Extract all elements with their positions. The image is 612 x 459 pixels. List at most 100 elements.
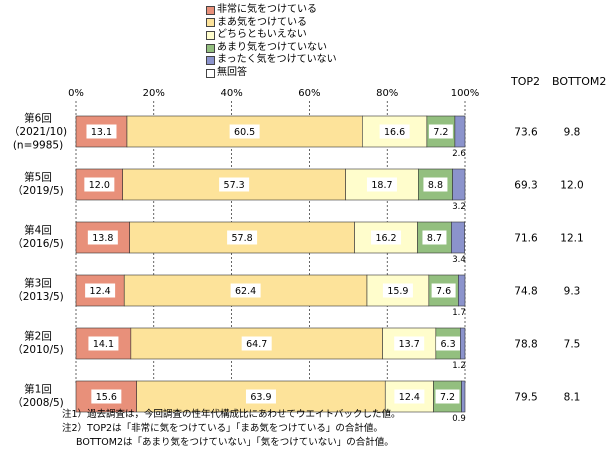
note-1: 注1）過去調査は，今回調査の性年代構成比にあわせてウエイトバックした値。 [62, 409, 401, 420]
legend-label: 無回答 [217, 66, 247, 78]
category-label: 第3回 [24, 277, 52, 290]
data-label-small: 0.9 [452, 414, 466, 424]
data-label: 7.2 [440, 392, 455, 403]
bottom2-value: 12.1 [560, 233, 583, 245]
category-label: 第2回 [24, 330, 52, 343]
legend-label: 非常に気をつけている [217, 4, 317, 15]
data-label: 12.0 [89, 180, 110, 191]
data-label-box [382, 283, 413, 298]
data-label: 15.9 [387, 286, 408, 297]
bottom2-value: 12.0 [560, 180, 583, 192]
legend: 非常に気をつけている まあ気をつけている どちらともいえない あまり気をつけてい… [206, 4, 337, 80]
category-label: 第1回 [24, 383, 52, 396]
category-label: （2019/5) [12, 185, 64, 197]
legend-label: どちらともいえない [217, 29, 307, 41]
bar-segment [454, 115, 466, 148]
data-label-box [227, 230, 258, 245]
legend-swatch-2 [206, 30, 215, 40]
category-label: （2013/5) [12, 291, 64, 303]
data-label: 18.7 [371, 180, 392, 191]
data-label: 57.3 [224, 180, 245, 191]
data-label: 64.7 [246, 339, 267, 350]
data-label-box [230, 283, 261, 298]
legend-swatch-1 [206, 18, 215, 28]
category-label: （2016/5) [12, 238, 64, 250]
legend-swatch-4 [206, 56, 215, 66]
data-label: 57.8 [232, 233, 253, 244]
data-label: 6.3 [441, 339, 456, 350]
category-label: （2010/5) [12, 344, 64, 356]
data-label-box [366, 177, 397, 192]
bar-segment [460, 327, 466, 360]
bottom2-value: 7.5 [564, 339, 581, 351]
data-label-box [87, 230, 118, 245]
data-label: 16.2 [375, 233, 396, 244]
data-label: 60.5 [234, 127, 255, 138]
data-label: 14.1 [93, 339, 114, 350]
data-label-box [436, 336, 461, 351]
x-tick-label: 100% [451, 88, 480, 99]
legend-label: あまり気をつけていない [217, 41, 327, 53]
data-label: 8.8 [428, 180, 443, 191]
legend-item: 非常に気をつけている [206, 4, 337, 17]
data-label: 7.2 [433, 127, 448, 138]
data-label-box [241, 336, 272, 351]
data-label-small: 1.2 [452, 361, 466, 371]
data-label: 16.6 [384, 127, 405, 138]
data-label-box [371, 230, 402, 245]
bottom2-value: 9.3 [564, 286, 581, 298]
category-label: 第4回 [24, 224, 52, 237]
data-label: 62.4 [235, 286, 256, 297]
bar-segment [458, 274, 466, 307]
data-label: 7.6 [436, 286, 451, 297]
data-label: 12.4 [399, 392, 420, 403]
top2-value: 73.6 [514, 127, 538, 139]
top2-header: TOP2 [511, 75, 541, 88]
data-label: 8.7 [427, 233, 442, 244]
data-label-box [85, 283, 116, 298]
data-label: 12.4 [90, 286, 111, 297]
bottom2-header: BOTTOM2 [552, 75, 607, 88]
data-label-box [428, 124, 453, 139]
legend-swatch-0 [206, 5, 215, 15]
note-2: 注2）TOP2は「非常に気をつけている」「まあ気をつけている」の合計値。 [62, 423, 383, 434]
data-label-box [88, 336, 119, 351]
category-label: 第6回 [24, 112, 52, 125]
x-tick-label: 80% [376, 88, 398, 99]
bottom2-value: 9.8 [564, 127, 581, 139]
data-label-small: 3.4 [452, 255, 466, 265]
legend-item: 無回答 [206, 67, 337, 80]
x-tick-label: 40% [220, 88, 242, 99]
legend-label: まあ気をつけている [217, 16, 307, 28]
category-label: （2021/10) [9, 126, 67, 138]
x-tick-label: 20% [143, 88, 165, 99]
data-label: 63.9 [250, 392, 271, 403]
note-3: BOTTOM2は「あまり気をつけていない」「気をつけていない」の合計値。 [76, 437, 394, 448]
data-label-box [379, 124, 410, 139]
top2-value: 78.8 [514, 339, 537, 351]
data-label-box [229, 124, 260, 139]
data-label-small: 3.2 [452, 202, 466, 212]
data-label-box [423, 177, 448, 192]
legend-item: まったく気をつけていない [206, 54, 337, 67]
data-label-box [86, 124, 117, 139]
top2-value: 69.3 [514, 180, 537, 192]
bottom2-value: 8.1 [564, 392, 581, 404]
x-tick-label: 60% [298, 88, 320, 99]
data-label-box [422, 230, 447, 245]
data-label-box [245, 389, 276, 404]
data-label-small: 1.7 [452, 308, 466, 318]
data-label: 13.8 [92, 233, 113, 244]
data-label-box [84, 177, 115, 192]
category-label: (n=9985) [13, 140, 63, 152]
legend-item: どちらともいえない [206, 29, 337, 42]
data-label-box [219, 177, 250, 192]
legend-swatch-5 [206, 68, 215, 78]
data-label-small: 2.6 [452, 149, 466, 159]
legend-item: まあ気をつけている [206, 17, 337, 30]
top2-value: 71.6 [514, 233, 538, 245]
data-label-box [91, 389, 122, 404]
data-label-box [435, 389, 460, 404]
top2-value: 74.8 [514, 286, 537, 298]
